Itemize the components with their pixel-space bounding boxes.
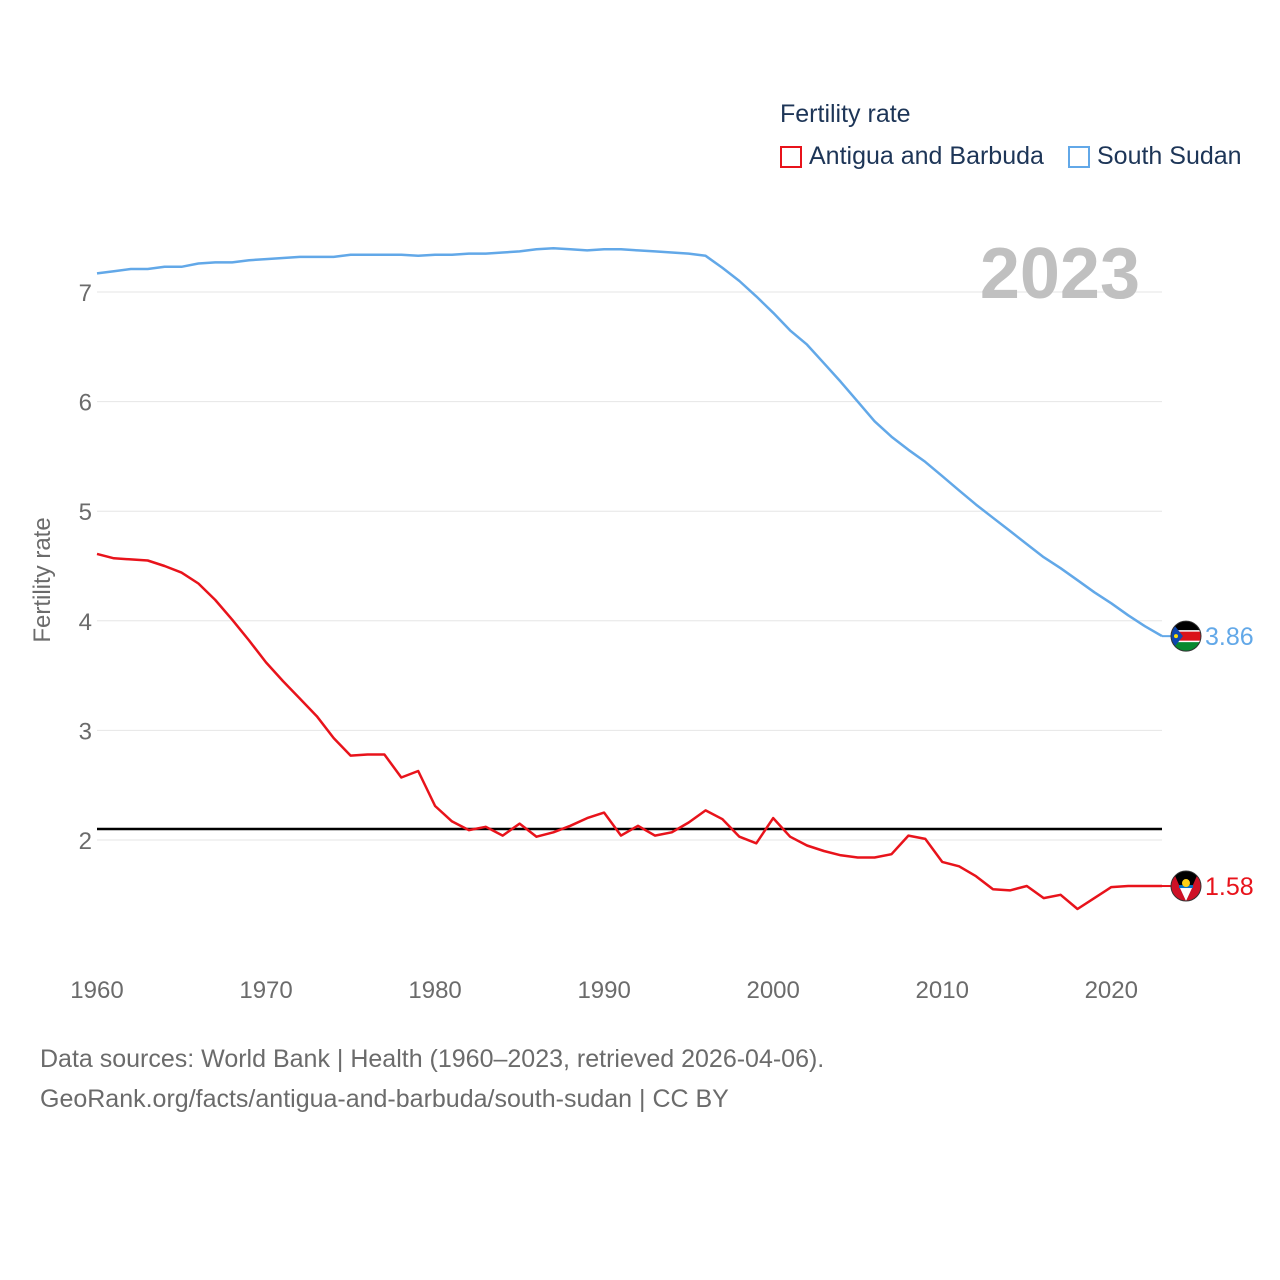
- series-line-1[interactable]: [96, 246, 1163, 638]
- end-value-label-1: 3.86: [1205, 623, 1254, 651]
- x-tick-label: 2000: [746, 977, 799, 1004]
- x-tick-label: 2010: [916, 977, 969, 1004]
- x-tick-label: 1960: [70, 977, 123, 1004]
- y-tick-labels: 2 3 4 5 6 7: [79, 280, 92, 855]
- x-tick-label: 1980: [408, 977, 461, 1004]
- legend-item-south-sudan[interactable]: South Sudan: [1068, 142, 1242, 171]
- x-tick-labels: 1960 1970 1980 1990 2000 2010 2020: [70, 977, 1138, 1004]
- legend-item-antigua[interactable]: Antigua and Barbuda: [780, 142, 1044, 171]
- y-axis-label: Fertility rate: [29, 517, 56, 642]
- y-tick-label: 5: [79, 499, 92, 526]
- x-tick-label: 1990: [577, 977, 630, 1004]
- legend-title: Fertility rate: [780, 100, 911, 128]
- end-markers: 1.58 3.86: [1162, 620, 1254, 902]
- source-line-1: Data sources: World Bank | Health (1960–…: [40, 1045, 825, 1073]
- x-tick-label: 2020: [1085, 977, 1138, 1004]
- source-line-2[interactable]: GeoRank.org/facts/antigua-and-barbuda/so…: [40, 1085, 729, 1113]
- flag-antigua-icon: [1170, 870, 1202, 902]
- legend-swatch-south-sudan: [1068, 145, 1090, 168]
- y-tick-label: 3: [79, 718, 92, 745]
- series-line-0[interactable]: [96, 552, 1162, 911]
- legend-label-antigua: Antigua and Barbuda: [809, 142, 1044, 170]
- flag-south-sudan-icon: [1170, 620, 1202, 652]
- grid-lines: [97, 291, 1162, 841]
- year-label: 2023: [980, 234, 1140, 314]
- legend-swatch-antigua: [780, 145, 802, 168]
- y-tick-label: 7: [79, 280, 92, 307]
- end-value-label-0: 1.58: [1205, 873, 1254, 901]
- y-tick-label: 4: [79, 609, 92, 636]
- y-tick-label: 2: [79, 828, 92, 855]
- x-tick-label: 1970: [239, 977, 292, 1004]
- series-lines: [96, 246, 1163, 911]
- y-tick-label: 6: [79, 390, 92, 417]
- legend-label-south-sudan: South Sudan: [1097, 142, 1242, 170]
